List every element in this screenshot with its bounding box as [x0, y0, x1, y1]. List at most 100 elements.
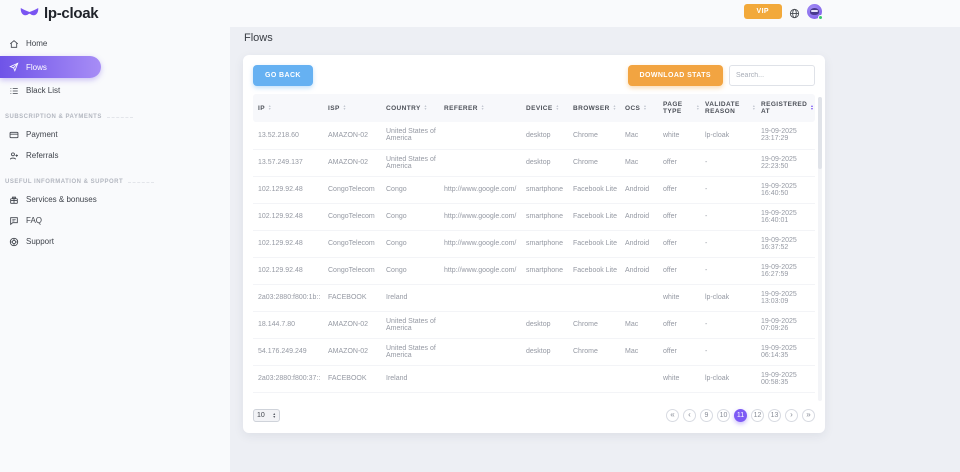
sort-icon[interactable]: ▲ ▼	[342, 104, 347, 111]
search-input[interactable]	[729, 65, 815, 86]
sidebar-item-faq[interactable]: FAQ	[0, 210, 230, 231]
column-header-device[interactable]: DEVICE ▲ ▼	[523, 94, 570, 122]
sidebar-item-label: Services & bonuses	[26, 195, 97, 204]
download-stats-button[interactable]: DOWNLOAD STATS	[627, 65, 723, 86]
table-scrollbar-track	[818, 97, 822, 401]
language-globe-icon[interactable]	[789, 6, 800, 19]
pagination-page-12[interactable]: 12	[751, 409, 764, 422]
cell-browser: Facebook Lite	[570, 176, 622, 204]
credit-card-icon	[9, 131, 19, 138]
life-ring-icon	[9, 237, 19, 246]
sort-icon[interactable]: ▲ ▼	[696, 104, 700, 111]
cell-ocs: Mac	[622, 338, 660, 366]
cell-referer: http://www.google.com/	[441, 257, 523, 285]
cell-browser	[570, 365, 622, 393]
column-header-ocs[interactable]: OCS ▲ ▼	[622, 94, 660, 122]
cell-registered-at: 19-09-2025 16:40:01	[758, 203, 815, 231]
cell-device: smartphone	[523, 257, 570, 285]
cell-ocs	[622, 365, 660, 393]
logo-text: lp-cloak	[44, 4, 99, 22]
column-header-registered-at[interactable]: REGISTERED AT ▲ ▼	[758, 94, 815, 122]
table-row: 102.129.92.48 CongoTelecom Congo http://www…	[253, 257, 815, 285]
cell-isp: CongoTelecom	[325, 203, 383, 231]
sort-icon[interactable]: ▲ ▼	[267, 104, 272, 111]
cell-referer	[441, 365, 523, 393]
gift-icon	[10, 195, 18, 204]
page-size-select[interactable]: 10 ▲ ▼	[253, 409, 280, 422]
sort-icon[interactable]: ▲ ▼	[752, 104, 756, 111]
cell-referer	[441, 311, 523, 339]
sidebar-item-services-bonuses[interactable]: Services & bonuses	[0, 189, 230, 210]
table-row: 102.129.92.48 CongoTelecom Congo http://www…	[253, 203, 815, 231]
cell-registered-at: 19-09-2025 06:14:35	[758, 338, 815, 366]
sidebar-item-support[interactable]: Support	[0, 231, 230, 252]
sidebar-item-label: Black List	[26, 86, 61, 95]
cell-device: smartphone	[523, 203, 570, 231]
column-header-referer[interactable]: REFERER ▲ ▼	[441, 94, 523, 122]
column-label: VALIDATE REASON	[705, 101, 740, 115]
table-scrollbar-thumb[interactable]	[818, 97, 822, 169]
chat-bubble-icon	[10, 216, 18, 225]
table-body: 13.52.218.60 AMAZON-02 United States of Am…	[253, 122, 815, 393]
cell-country: United States of America	[383, 338, 441, 366]
cell-ocs	[622, 284, 660, 312]
cell-ocs: Mac	[622, 122, 660, 150]
sort-icon[interactable]: ▲ ▼	[810, 104, 815, 111]
pagination-prev[interactable]: ‹	[683, 409, 696, 422]
card-toolbar: GO BACK DOWNLOAD STATS	[243, 55, 825, 94]
column-header-page-type[interactable]: PAGE TYPE ▲ ▼	[660, 94, 702, 122]
pagination-page-9[interactable]: 9	[700, 409, 713, 422]
table-row: 102.129.92.48 CongoTelecom Congo http://www…	[253, 230, 815, 258]
cell-referer	[441, 149, 523, 177]
sidebar-item-black-list[interactable]: Black List	[0, 80, 230, 101]
cell-page-type: offer	[660, 338, 702, 366]
flows-icon	[9, 62, 19, 72]
pagination-next[interactable]: ›	[785, 409, 798, 422]
cell-browser: Chrome	[570, 122, 622, 150]
column-header-isp[interactable]: ISP ▲ ▼	[325, 94, 383, 122]
sort-icon[interactable]: ▲ ▼	[612, 104, 617, 111]
sidebar-item-referrals[interactable]: Referrals	[0, 145, 230, 166]
column-label: COUNTRY	[386, 104, 421, 112]
pagination-first[interactable]: «	[666, 409, 679, 422]
column-header-country[interactable]: COUNTRY ▲ ▼	[383, 94, 441, 122]
column-header-ip[interactable]: IP ▲ ▼	[253, 94, 325, 122]
column-header-validate-reason[interactable]: VALIDATE REASON ▲ ▼	[702, 94, 758, 122]
sort-icon[interactable]: ▲ ▼	[480, 104, 485, 111]
pagination-page-13[interactable]: 13	[768, 409, 781, 422]
go-back-button[interactable]: GO BACK	[253, 65, 313, 86]
pagination-page-11[interactable]: 11	[734, 409, 747, 422]
pagination-last[interactable]: »	[802, 409, 815, 422]
sidebar-item-label: Flows	[26, 62, 47, 72]
user-avatar[interactable]	[807, 4, 823, 20]
cell-page-type: offer	[660, 311, 702, 339]
sidebar-item-home[interactable]: Home	[0, 33, 230, 54]
cell-ip: 2a03:2880:f800:1b::	[253, 284, 325, 312]
pagination-page-10[interactable]: 10	[717, 409, 730, 422]
cell-validate-reason: -	[702, 176, 758, 204]
cell-referer	[441, 338, 523, 366]
vip-button[interactable]: VIP	[743, 4, 782, 19]
cell-referer: http://www.google.com/	[441, 176, 523, 204]
column-header-browser[interactable]: BROWSER ▲ ▼	[570, 94, 622, 122]
cell-browser: Chrome	[570, 338, 622, 366]
online-status-dot	[818, 15, 823, 20]
cell-device: smartphone	[523, 230, 570, 258]
home-icon	[9, 39, 19, 48]
content-area: Flows GO BACK DOWNLOAD STATS IP▲▼ISP▲▼CO…	[230, 27, 960, 472]
sort-icon[interactable]: ▲ ▼	[555, 104, 560, 111]
app-logo[interactable]: lp-cloak	[20, 4, 99, 22]
sidebar-item-payment[interactable]: Payment	[0, 124, 230, 145]
sort-icon[interactable]: ▲ ▼	[423, 104, 428, 111]
page-size-value: 10	[257, 412, 265, 419]
cell-isp: AMAZON-02	[325, 122, 383, 150]
table-row: 54.176.249.249 AMAZON-02 United States of …	[253, 338, 815, 366]
sort-icon[interactable]: ▲ ▼	[643, 104, 648, 111]
cell-validate-reason: -	[702, 257, 758, 285]
sidebar-item-flows[interactable]: Flows	[0, 56, 101, 78]
cell-ip: 13.57.249.137	[253, 149, 325, 177]
cell-device: desktop	[523, 122, 570, 150]
cell-ocs: Android	[622, 203, 660, 231]
sidebar-item-label: Payment	[26, 130, 58, 139]
cell-country: Congo	[383, 203, 441, 231]
